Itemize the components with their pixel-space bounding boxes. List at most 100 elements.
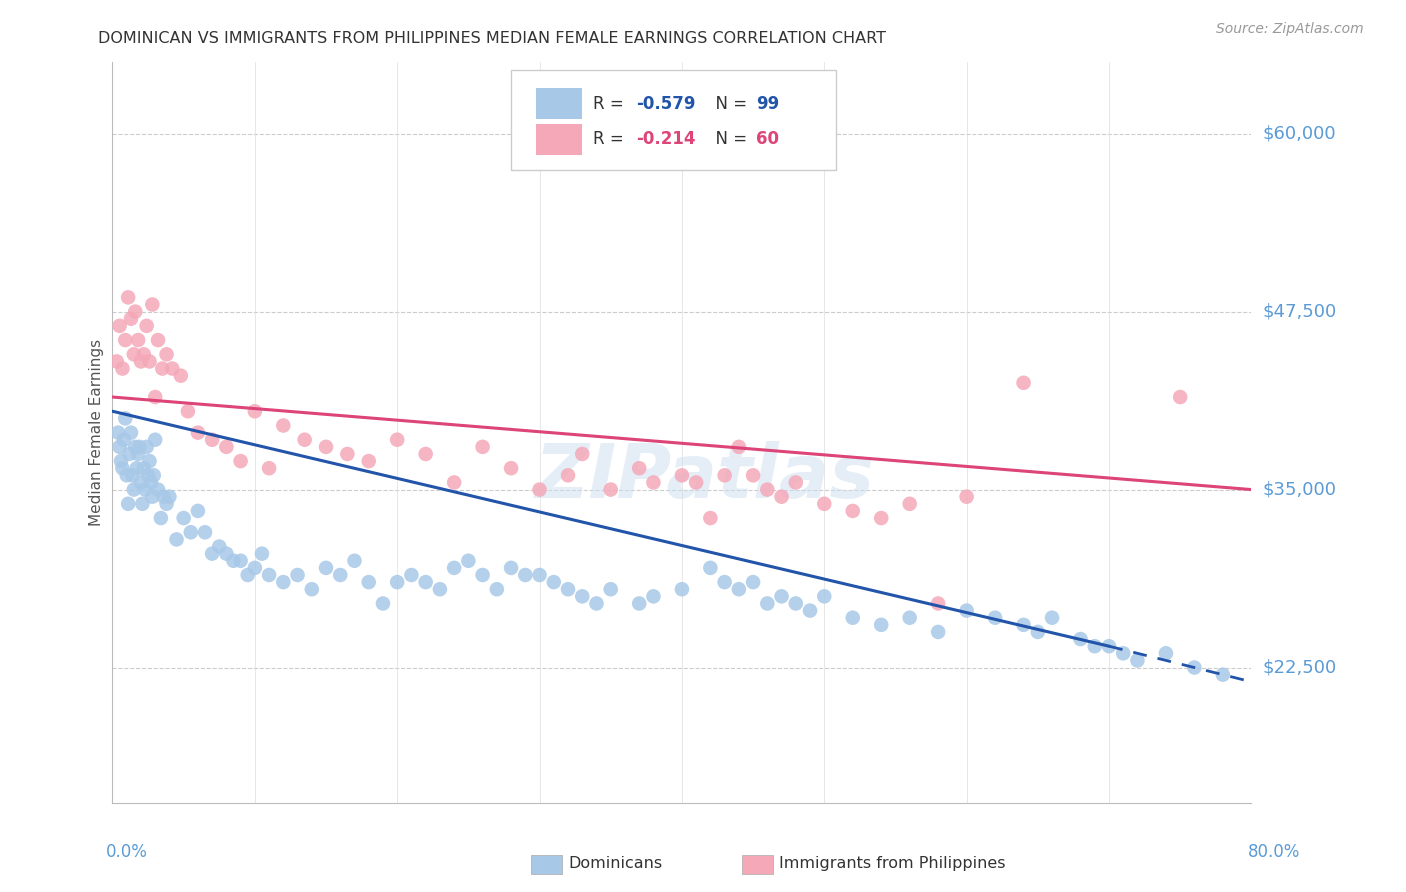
Point — [208, 540, 231, 554]
Point — [138, 354, 160, 368]
Point — [628, 461, 651, 475]
Point — [120, 425, 142, 440]
Point — [756, 483, 779, 497]
Point — [114, 411, 136, 425]
Point — [315, 561, 337, 575]
Point — [1168, 390, 1191, 404]
Point — [301, 582, 323, 597]
Point — [628, 597, 651, 611]
Point — [187, 425, 209, 440]
Point — [1126, 653, 1149, 667]
Point — [1084, 639, 1107, 653]
Point — [173, 511, 195, 525]
Text: DOMINICAN VS IMMIGRANTS FROM PHILIPPINES MEDIAN FEMALE EARNINGS CORRELATION CHAR: DOMINICAN VS IMMIGRANTS FROM PHILIPPINES… — [98, 31, 886, 46]
Point — [501, 461, 523, 475]
Text: Dominicans: Dominicans — [568, 856, 662, 871]
Point — [1212, 667, 1234, 681]
Point — [457, 554, 479, 568]
Point — [149, 511, 172, 525]
Point — [927, 624, 949, 639]
Point — [122, 483, 145, 497]
Point — [385, 575, 409, 590]
Point — [599, 582, 621, 597]
Point — [870, 617, 893, 632]
Point — [236, 568, 259, 582]
Point — [571, 590, 593, 604]
Point — [155, 497, 177, 511]
Point — [329, 568, 352, 582]
Point — [770, 590, 793, 604]
Point — [134, 483, 156, 497]
Point — [143, 433, 166, 447]
Point — [122, 347, 145, 361]
Text: $35,000: $35,000 — [1263, 481, 1337, 499]
Point — [571, 447, 593, 461]
Text: N =: N = — [704, 95, 752, 113]
Point — [1026, 624, 1049, 639]
Text: ZIPatlas: ZIPatlas — [534, 441, 875, 514]
Text: Source: ZipAtlas.com: Source: ZipAtlas.com — [1216, 22, 1364, 37]
Text: $60,000: $60,000 — [1263, 125, 1336, 143]
Point — [415, 447, 437, 461]
Text: 60: 60 — [756, 130, 779, 148]
Point — [150, 361, 173, 376]
Point — [129, 475, 152, 490]
Point — [898, 497, 921, 511]
Point — [728, 440, 751, 454]
Point — [501, 561, 523, 575]
Point — [1098, 639, 1121, 653]
Point — [166, 533, 188, 547]
Point — [111, 461, 134, 475]
Point — [229, 554, 252, 568]
Point — [117, 497, 139, 511]
Point — [294, 433, 316, 447]
Point — [124, 304, 146, 318]
Point — [785, 597, 807, 611]
Point — [699, 511, 721, 525]
Point — [110, 454, 132, 468]
Point — [1184, 660, 1206, 674]
Point — [557, 582, 579, 597]
Point — [112, 433, 135, 447]
Point — [429, 582, 451, 597]
Point — [671, 468, 693, 483]
Text: 80.0%: 80.0% — [1249, 843, 1301, 861]
Point — [138, 454, 160, 468]
Point — [201, 433, 224, 447]
Point — [643, 475, 665, 490]
Point — [1012, 376, 1035, 390]
Point — [529, 483, 551, 497]
Point — [146, 483, 169, 497]
Point — [728, 582, 751, 597]
Point — [485, 582, 508, 597]
Point — [125, 461, 148, 475]
Text: $22,500: $22,500 — [1263, 658, 1337, 676]
Point — [121, 468, 143, 483]
Point — [841, 610, 863, 624]
Point — [515, 568, 537, 582]
Text: -0.579: -0.579 — [637, 95, 696, 113]
Point — [870, 511, 893, 525]
Point — [141, 297, 163, 311]
Point — [135, 440, 157, 454]
Point — [128, 440, 150, 454]
Point — [770, 490, 793, 504]
Point — [159, 490, 180, 504]
Point — [187, 504, 209, 518]
Point — [135, 318, 157, 333]
Point — [146, 333, 169, 347]
Y-axis label: Median Female Earnings: Median Female Earnings — [89, 339, 104, 526]
Point — [132, 461, 155, 475]
Point — [105, 354, 128, 368]
Point — [443, 475, 465, 490]
Point — [194, 525, 217, 540]
Point — [143, 390, 166, 404]
Point — [956, 490, 979, 504]
Point — [898, 610, 921, 624]
Text: -0.214: -0.214 — [637, 130, 696, 148]
Point — [114, 333, 136, 347]
Point — [799, 604, 821, 618]
Point — [215, 440, 238, 454]
Text: $47,500: $47,500 — [1263, 302, 1337, 320]
Point — [585, 597, 607, 611]
